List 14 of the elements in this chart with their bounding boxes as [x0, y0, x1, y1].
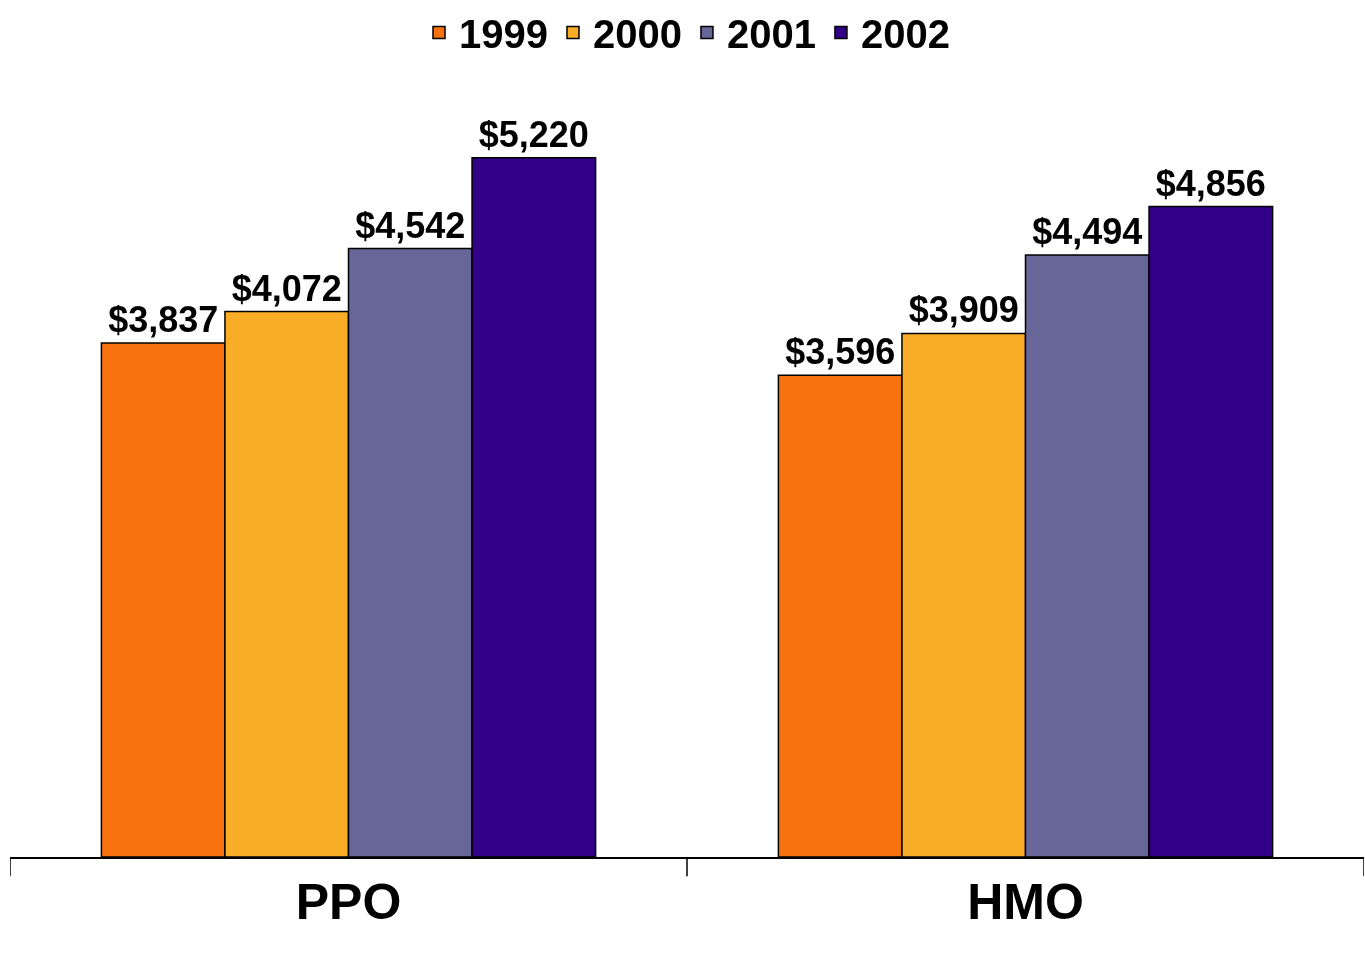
legend-label: 2002 — [860, 12, 950, 57]
legend-label: 1999 — [459, 12, 548, 57]
data-label: $5,220 — [478, 113, 589, 155]
data-label: $3,596 — [785, 331, 896, 373]
data-label: $4,856 — [1155, 162, 1266, 204]
data-label: $4,542 — [355, 204, 466, 246]
data-label: $3,909 — [908, 289, 1019, 331]
data-label: $4,494 — [1032, 211, 1143, 253]
data-label: $4,072 — [231, 267, 342, 309]
data-label: $3,837 — [108, 299, 219, 341]
x-tick-label: PPO — [295, 873, 402, 930]
x-tick-label: HMO — [967, 873, 1084, 930]
legend-label: 2000 — [592, 12, 682, 57]
legend-label: 2001 — [726, 12, 816, 57]
